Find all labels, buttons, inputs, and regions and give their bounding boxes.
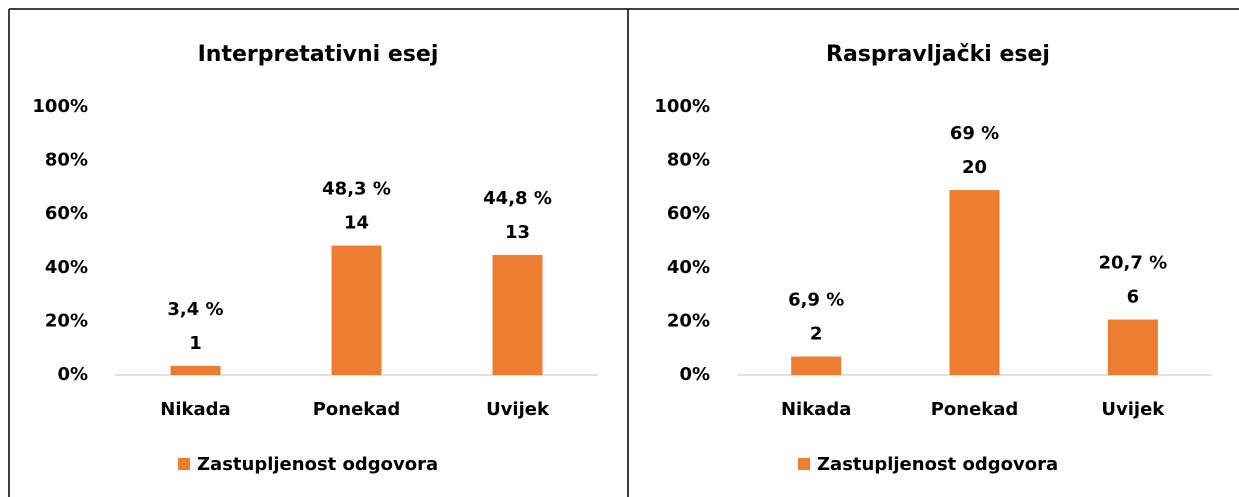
x-tick-label: Nikada (781, 399, 851, 420)
chart-title: Interpretativni esej (198, 42, 439, 67)
legend-label: Zastupljenost odgovora (817, 454, 1058, 475)
y-tick-label: 100% (32, 96, 88, 117)
y-tick-label: 20% (45, 310, 88, 331)
y-tick-label: 80% (667, 150, 710, 171)
data-label: 3,4 % (167, 299, 223, 320)
bar (492, 254, 543, 375)
data-count: 13 (505, 222, 530, 243)
bar (949, 190, 1000, 375)
y-tick-label: 0% (679, 364, 710, 385)
y-tick-label: 40% (45, 257, 88, 278)
data-count: 2 (810, 324, 823, 345)
legend-swatch (798, 458, 810, 470)
y-tick-label: 100% (654, 96, 710, 117)
chart-title: Raspravljački esej (826, 42, 1050, 67)
data-count: 6 (1127, 287, 1140, 308)
x-tick-label: Ponekad (931, 399, 1019, 420)
data-count: 1 (189, 333, 202, 354)
legend-swatch (178, 458, 190, 470)
x-tick-label: Uvijek (1101, 399, 1165, 420)
y-tick-label: 0% (57, 364, 88, 385)
data-label: 48,3 % (322, 179, 391, 200)
y-tick-label: 20% (667, 310, 710, 331)
bar (170, 365, 221, 375)
bar (1107, 319, 1158, 375)
y-tick-label: 40% (667, 257, 710, 278)
data-label: 20,7 % (1098, 253, 1167, 274)
data-count: 20 (962, 157, 987, 178)
bar (331, 245, 382, 375)
y-tick-label: 80% (45, 150, 88, 171)
legend-label: Zastupljenost odgovora (197, 454, 438, 475)
x-tick-label: Ponekad (313, 399, 401, 420)
data-label: 6,9 % (788, 290, 844, 311)
data-label: 69 % (950, 123, 999, 144)
bar (791, 356, 842, 375)
y-tick-label: 60% (667, 203, 710, 224)
data-label: 44,8 % (483, 188, 552, 209)
x-tick-label: Nikada (160, 399, 230, 420)
data-count: 14 (344, 213, 369, 234)
x-tick-label: Uvijek (486, 399, 550, 420)
y-tick-label: 60% (45, 203, 88, 224)
